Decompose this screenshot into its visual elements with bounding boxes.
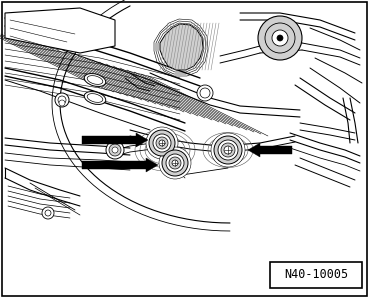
Circle shape — [211, 133, 245, 167]
Circle shape — [59, 100, 65, 106]
Circle shape — [55, 93, 69, 107]
Ellipse shape — [87, 76, 103, 84]
Circle shape — [153, 134, 171, 152]
Circle shape — [106, 141, 124, 159]
Circle shape — [159, 147, 191, 179]
Circle shape — [42, 207, 54, 219]
Circle shape — [214, 136, 242, 164]
Circle shape — [159, 140, 165, 146]
Polygon shape — [248, 143, 292, 157]
Ellipse shape — [84, 74, 106, 86]
Circle shape — [166, 154, 184, 172]
Polygon shape — [160, 24, 203, 70]
Circle shape — [149, 130, 175, 156]
Circle shape — [146, 127, 178, 159]
Circle shape — [221, 143, 235, 157]
Circle shape — [224, 146, 232, 154]
Circle shape — [112, 147, 118, 153]
Circle shape — [218, 140, 238, 160]
Circle shape — [169, 157, 181, 169]
Circle shape — [265, 23, 295, 53]
Circle shape — [200, 88, 210, 98]
Ellipse shape — [84, 91, 106, 105]
Polygon shape — [5, 8, 115, 53]
Text: N40-10005: N40-10005 — [284, 268, 348, 282]
Circle shape — [272, 30, 288, 46]
Circle shape — [156, 137, 168, 149]
Circle shape — [197, 85, 213, 101]
Circle shape — [172, 160, 178, 166]
Circle shape — [109, 144, 121, 156]
Polygon shape — [82, 158, 158, 172]
Circle shape — [258, 16, 302, 60]
Circle shape — [45, 210, 51, 216]
Circle shape — [162, 150, 188, 176]
Bar — [270, 262, 362, 288]
Polygon shape — [82, 133, 148, 147]
Circle shape — [58, 96, 66, 104]
Ellipse shape — [87, 94, 103, 103]
Circle shape — [277, 35, 283, 41]
